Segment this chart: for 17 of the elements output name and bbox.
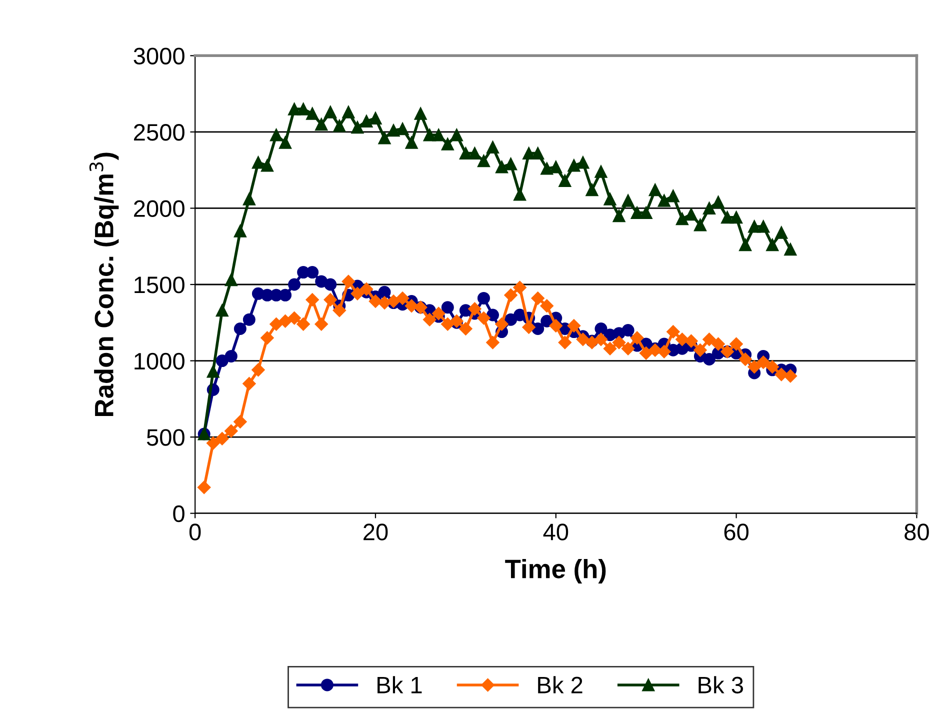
x-tick-label: 0: [189, 524, 201, 540]
x-tick-label: 20: [364, 524, 388, 540]
x-tick-label: 80: [904, 524, 929, 540]
y-tick-label: 2000: [134, 200, 184, 218]
legend-label: Bk 1: [378, 676, 422, 694]
x-tick-label: 40: [543, 524, 568, 540]
legend-label: Bk 3: [698, 676, 743, 694]
legend-label: Bk 2: [538, 676, 582, 694]
y-axis-title: Radon Conc. (Bq/m$^{3}$): [89, 152, 119, 416]
y-tick-label: 0: [173, 505, 184, 522]
y-tick-label: 3000: [134, 48, 184, 64]
x-tick-label: 60: [724, 524, 748, 540]
y-tick-label: 2500: [134, 124, 184, 141]
y-tick-label: 1500: [134, 276, 184, 294]
y-tick-label: 500: [146, 429, 184, 446]
x-axis-title: Time (h): [505, 558, 606, 584]
y-tick-label: 1000: [134, 352, 184, 370]
